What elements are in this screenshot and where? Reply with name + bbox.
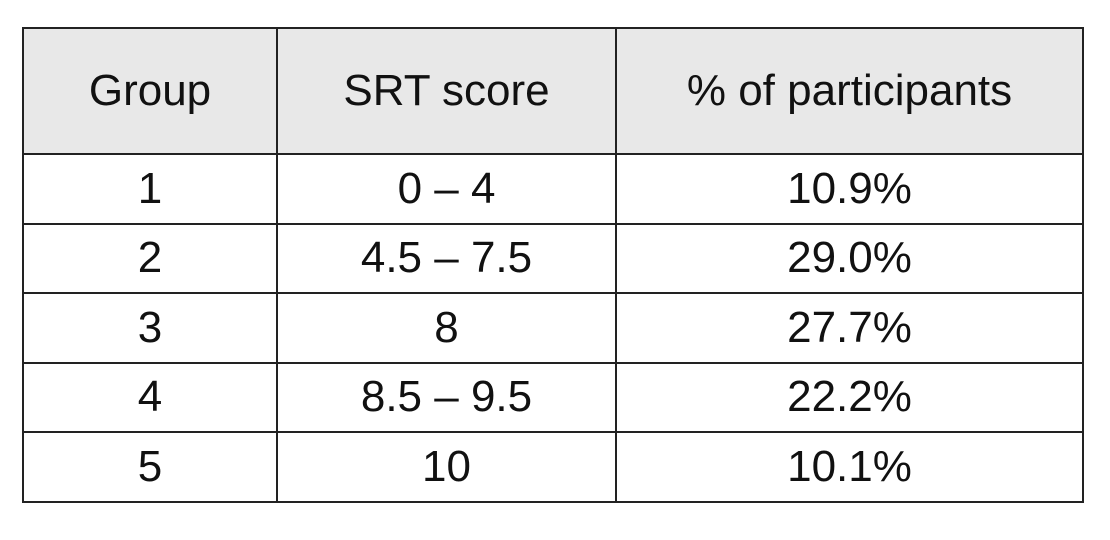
- table-cell: 4.5 – 7.5: [276, 222, 617, 294]
- table-cell: 10.9%: [615, 153, 1084, 225]
- table-cell: 4: [22, 361, 278, 433]
- table-cell: 8: [276, 292, 617, 364]
- table-cell: 1: [22, 153, 278, 225]
- table-cell: 22.2%: [615, 361, 1084, 433]
- table-row: 2 4.5 – 7.5 29.0%: [22, 222, 1084, 294]
- table-cell: 5: [22, 431, 278, 503]
- table-row: 4 8.5 – 9.5 22.2%: [22, 361, 1084, 433]
- table-cell: 10: [276, 431, 617, 503]
- table-cell: 3: [22, 292, 278, 364]
- header-cell: Group: [22, 27, 278, 155]
- table-row: 5 10 10.1%: [22, 431, 1084, 503]
- table-cell: 0 – 4: [276, 153, 617, 225]
- table-cell: 29.0%: [615, 222, 1084, 294]
- header-cell: SRT score: [276, 27, 617, 155]
- table-cell: 2: [22, 222, 278, 294]
- table-cell: 10.1%: [615, 431, 1084, 503]
- table-cell: 8.5 – 9.5: [276, 361, 617, 433]
- header-cell: % of participants: [615, 27, 1084, 155]
- table-cell: 27.7%: [615, 292, 1084, 364]
- table-row: 3 8 27.7%: [22, 292, 1084, 364]
- header-row: Group SRT score% of participants: [22, 27, 1084, 155]
